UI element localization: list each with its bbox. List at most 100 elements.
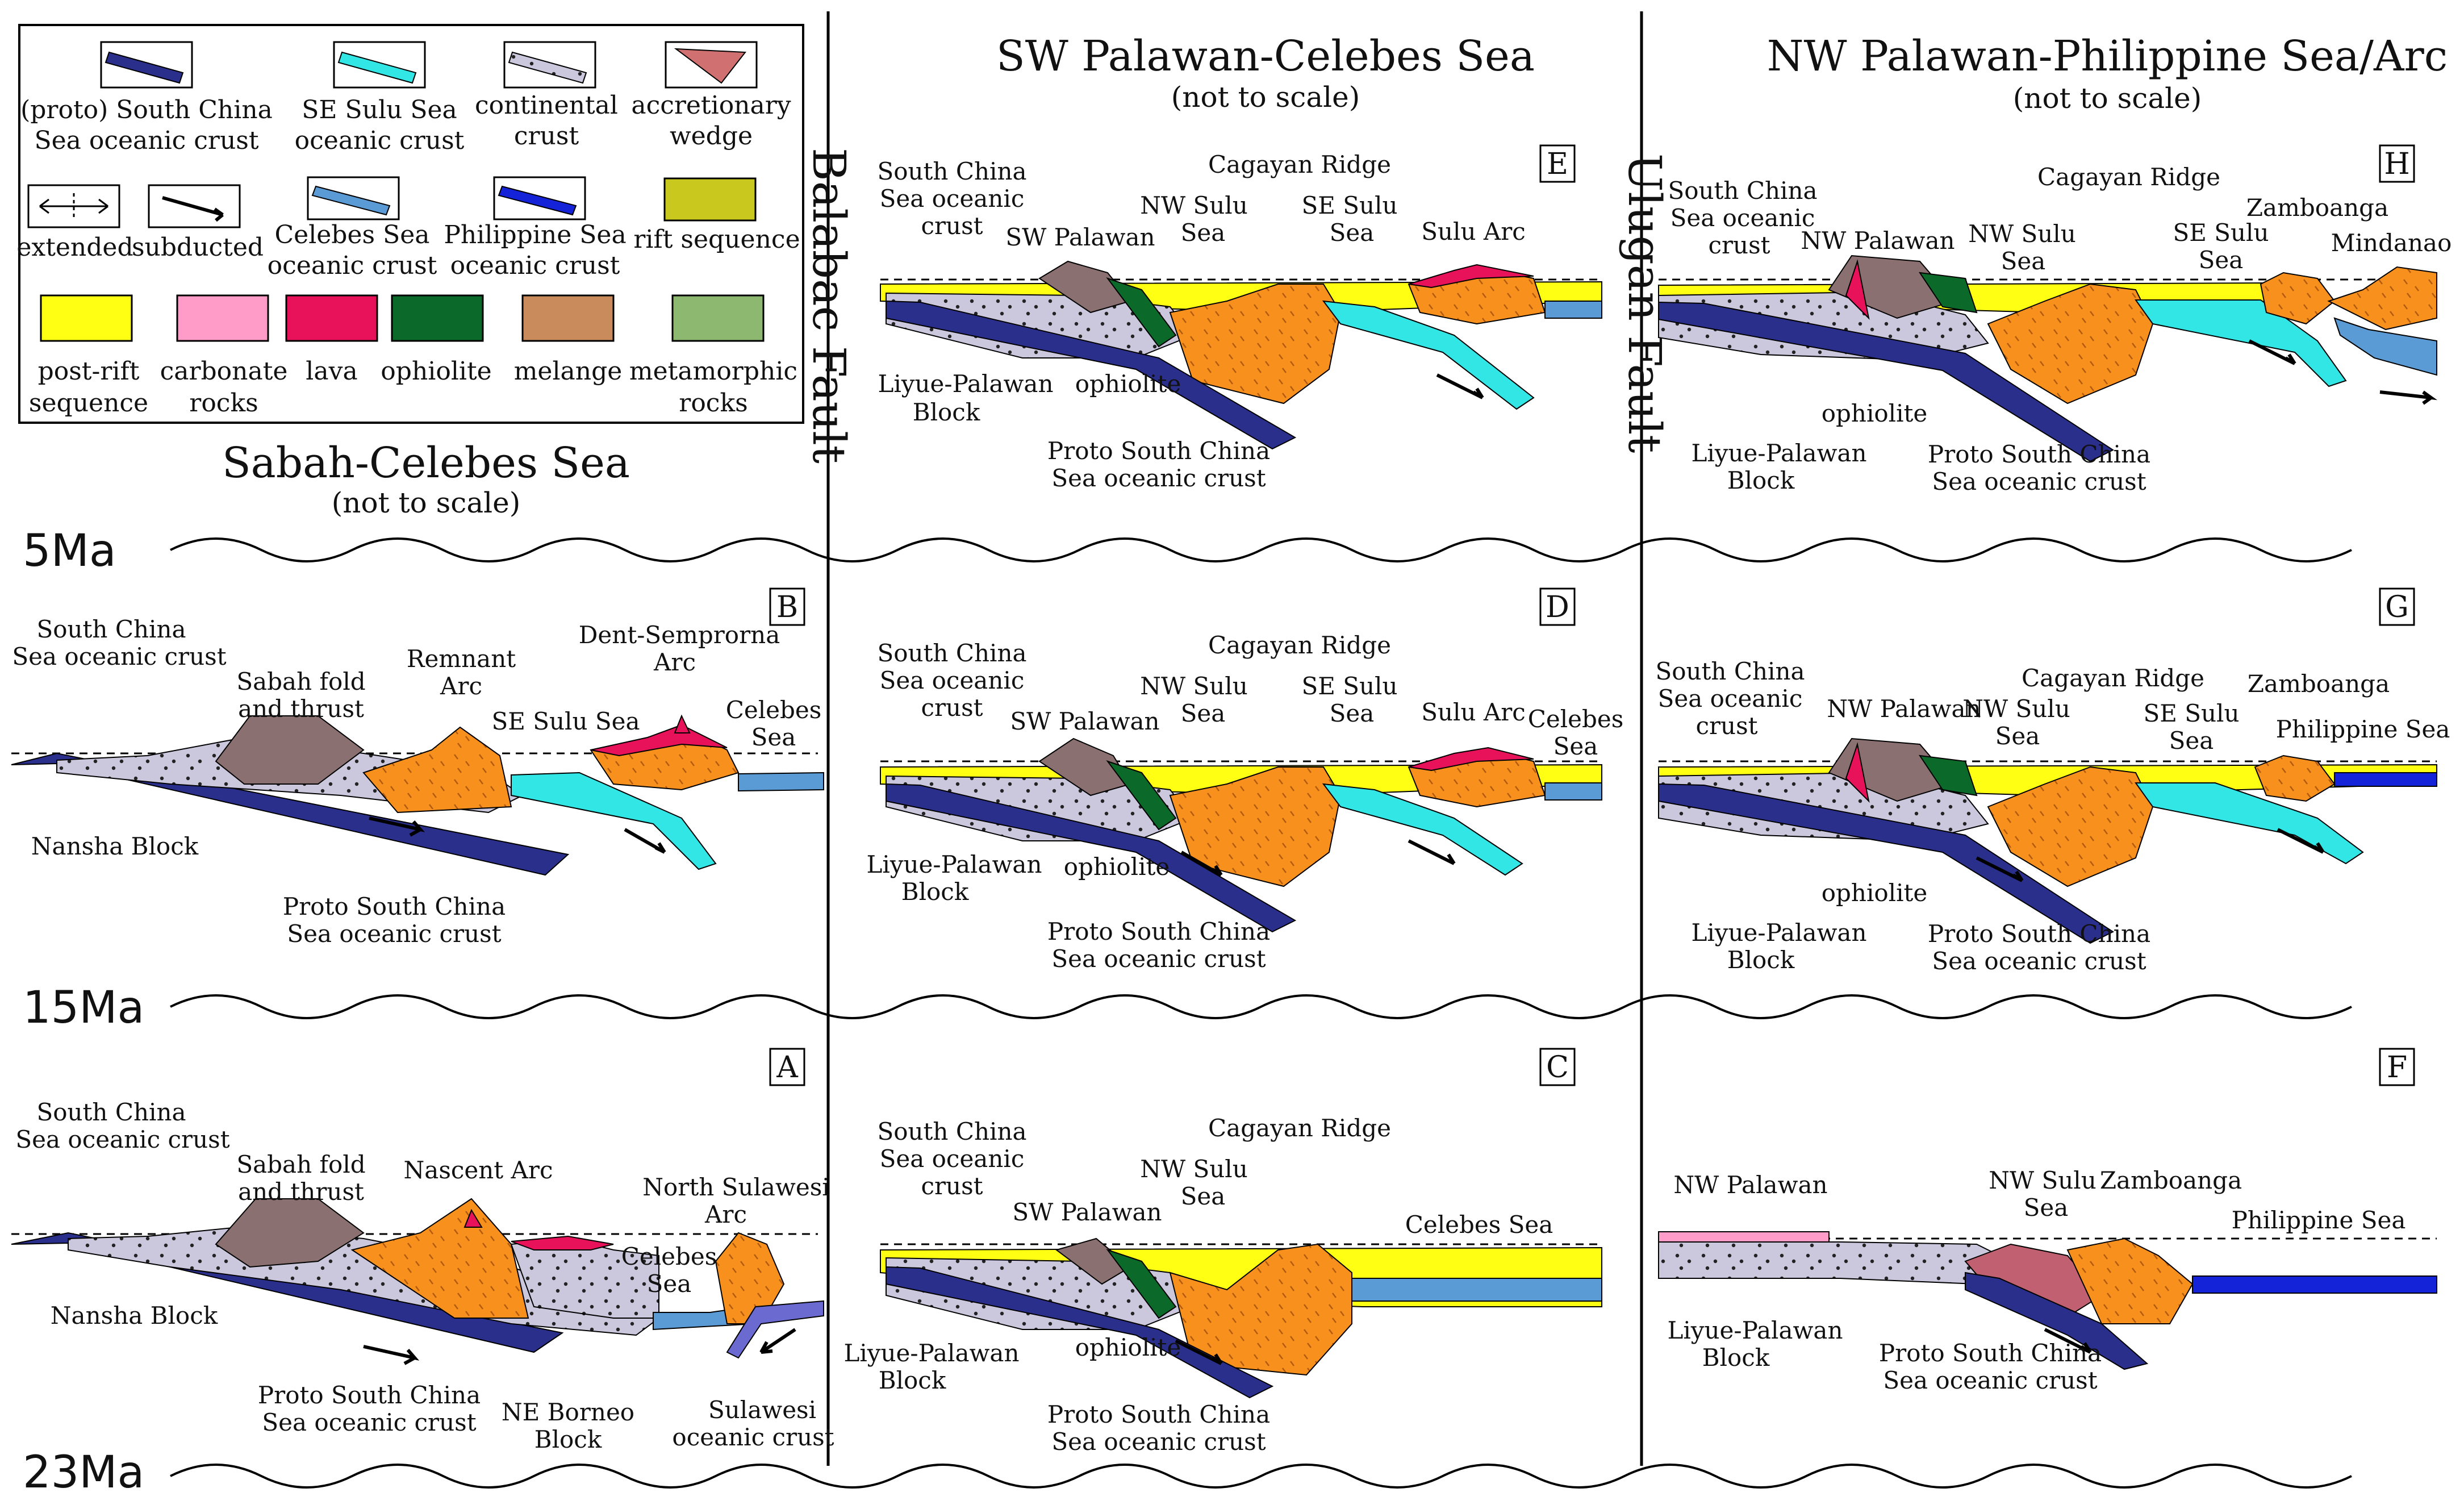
legend-swatch-ophiolite bbox=[391, 294, 484, 342]
label-d-ophiolite: ophiolite bbox=[1064, 853, 1170, 881]
label-f-philippine-sea: Philippine Sea bbox=[2232, 1206, 2406, 1234]
legend-wedge-accretionary bbox=[674, 48, 746, 84]
label-b-nansha-block: Nansha Block bbox=[31, 832, 199, 860]
label-f-block: Block bbox=[1702, 1344, 1770, 1372]
label-e-ophiolite: ophiolite bbox=[1075, 370, 1181, 398]
legend-swatch-lava bbox=[285, 294, 378, 342]
legend: (proto) South China Sea oceanic crust SE… bbox=[16, 24, 804, 424]
label-d-cagayan-ridge: Cagayan Ridge bbox=[1208, 631, 1391, 659]
label-d-sea-oceanic: Sea oceanic bbox=[880, 666, 1025, 694]
label-a-south-china: South China bbox=[36, 1098, 186, 1126]
label-a-proto-sea-oceanic-crust: Sea oceanic crust bbox=[262, 1408, 476, 1436]
legend-slab-philippine bbox=[498, 185, 577, 216]
label-f-nw-palawan: NW Palawan bbox=[1673, 1171, 1827, 1199]
legend-frame bbox=[18, 24, 804, 424]
label-h-cagayan-ridge: Cagayan Ridge bbox=[2037, 163, 2220, 191]
label-a-north-sulawesi: North Sulawesi bbox=[642, 1173, 829, 1201]
legend-label-postrift-1: post-rift bbox=[38, 357, 140, 386]
legend-label-postrift-2: sequence bbox=[29, 389, 148, 418]
label-d-proto-sea-oceanic-crust: Sea oceanic crust bbox=[1051, 945, 1266, 973]
label-h-sea-oceanic: Sea oceanic bbox=[1670, 204, 1815, 232]
label-a-sea: Sea bbox=[647, 1270, 692, 1298]
label-d-celebes-sea: Sea bbox=[1553, 732, 1598, 760]
label-f-nw-sulu: NW Sulu bbox=[1989, 1166, 2097, 1194]
label-d-proto-south-china: Proto South China bbox=[1047, 918, 1270, 945]
label-b-dent-semprorna: Dent-Semprorna bbox=[579, 621, 780, 649]
legend-label-metamorphic-2: rocks bbox=[679, 389, 747, 418]
label-b-sea: Sea bbox=[751, 723, 796, 751]
extended-arrow-icon bbox=[39, 193, 108, 220]
label-g-se-sulu: SE Sulu bbox=[2143, 699, 2239, 727]
label-b-se-sulu-sea: SE Sulu Sea bbox=[491, 707, 640, 735]
label-h-zamboanga: Zamboanga bbox=[2246, 194, 2388, 222]
legend-slab-se-sulu bbox=[337, 51, 417, 84]
legend-label-carbonate-1: carbonate bbox=[160, 357, 288, 386]
label-c-proto-sea-oceanic-crust: Sea oceanic crust bbox=[1051, 1428, 1266, 1456]
label-h-sea: Sea bbox=[2001, 247, 2046, 275]
label-h-nw-palawan: NW Palawan bbox=[1801, 227, 1955, 255]
legend-label-metamorphic-1: metamorphic bbox=[629, 357, 797, 386]
label-h-south-china: South China bbox=[1668, 177, 1817, 205]
label-b-remnant: Remnant bbox=[407, 645, 516, 673]
label-e-cagayan-ridge: Cagayan Ridge bbox=[1208, 151, 1391, 178]
panel-d-cross-section: South China Sea oceanic crust NW Sulu Se… bbox=[866, 631, 1623, 973]
wavy-separator-5ma bbox=[170, 537, 2352, 562]
label-h-mindanao: Mindanao bbox=[2331, 229, 2452, 257]
panel-letter-a: A bbox=[776, 1051, 799, 1085]
label-a-sabah-fold: Sabah fold bbox=[236, 1150, 365, 1178]
label-g-cagayan-ridge: Cagayan Ridge bbox=[2022, 664, 2204, 692]
right-column-subtitle: (not to scale) bbox=[2013, 82, 2202, 115]
label-b-dent-arc: Arc bbox=[653, 648, 696, 676]
label-d-se-sulu: SE Sulu bbox=[1301, 672, 1397, 700]
middle-column-title: SW Palawan-Celebes Sea bbox=[996, 32, 1535, 81]
label-c-ophiolite: ophiolite bbox=[1075, 1333, 1181, 1361]
panel-b-cross-section: South China Sea oceanic crust Sabah fold… bbox=[11, 615, 824, 948]
label-e-liyue-palawan: Liyue-Palawan bbox=[878, 370, 1053, 398]
label-e-proto-sea-oceanic-crust: Sea oceanic crust bbox=[1051, 464, 1266, 492]
label-f-sea: Sea bbox=[2024, 1194, 2069, 1222]
label-g-nw-palawan: NW Palawan bbox=[1827, 695, 1981, 723]
label-g-crust: crust bbox=[1695, 712, 1757, 740]
panel-g-cross-section: South China Sea oceanic crust NW Palawan… bbox=[1655, 657, 2450, 975]
label-e-sea-oceanic: Sea oceanic bbox=[880, 185, 1025, 212]
legend-label-celebes-1: Celebes Sea bbox=[274, 220, 429, 249]
label-f-zamboanga: Zamboanga bbox=[2100, 1166, 2242, 1194]
label-e-proto-south-china: Proto South China bbox=[1047, 437, 1270, 465]
label-d-sea-2: Sea bbox=[1330, 699, 1375, 727]
legend-label-subducted: subducted bbox=[132, 233, 264, 262]
legend-label-celebes-2: oceanic crust bbox=[268, 251, 437, 280]
legend-slab-continental bbox=[508, 51, 587, 84]
label-c-block: Block bbox=[879, 1366, 946, 1394]
label-b-sabah-fold: Sabah fold bbox=[236, 668, 365, 695]
label-a-ne-borneo: NE Borneo bbox=[502, 1398, 634, 1426]
legend-label-carbonate-2: rocks bbox=[189, 389, 258, 418]
label-a-nascent-arc: Nascent Arc bbox=[404, 1156, 553, 1184]
label-b-and-thrust: and thrust bbox=[238, 695, 364, 723]
label-d-liyue-palawan: Liyue-Palawan bbox=[866, 851, 1042, 878]
panel-f-cross-section: NW Palawan NW Sulu Sea Zamboanga Philipp… bbox=[1658, 1166, 2437, 1394]
label-a-nansha-block: Nansha Block bbox=[51, 1302, 218, 1329]
label-e-sulu-arc: Sulu Arc bbox=[1421, 218, 1526, 245]
legend-swatch-metamorphic bbox=[671, 294, 765, 342]
subducted-arrow-icon bbox=[162, 196, 224, 222]
label-c-celebes-sea: Celebes Sea bbox=[1405, 1211, 1553, 1239]
label-a-sea-oceanic-crust: Sea oceanic crust bbox=[15, 1126, 229, 1153]
label-g-philippine-sea: Philippine Sea bbox=[2276, 715, 2450, 743]
legend-label-proto-scs-2: Sea oceanic crust bbox=[34, 126, 258, 155]
label-e-nw-sulu: NW Sulu bbox=[1140, 191, 1248, 219]
label-c-sea-oceanic: Sea oceanic bbox=[880, 1145, 1025, 1173]
label-g-proto-south-china: Proto South China bbox=[1928, 920, 2150, 948]
legend-swatch-postrift bbox=[40, 294, 133, 342]
balabac-fault-label: Balabac Fault bbox=[803, 148, 855, 464]
age-label-5ma: 5Ma bbox=[23, 526, 116, 577]
panel-letter-e: E bbox=[1547, 147, 1568, 181]
label-c-cagayan-ridge: Cagayan Ridge bbox=[1208, 1114, 1391, 1142]
panel-letter-d: D bbox=[1546, 590, 1569, 624]
label-g-block: Block bbox=[1727, 946, 1795, 974]
legend-label-extended: extended bbox=[16, 233, 133, 262]
label-b-arc: Arc bbox=[440, 672, 482, 700]
label-g-proto-sea-oceanic-crust: Sea oceanic crust bbox=[1932, 947, 2146, 975]
label-d-sea: Sea bbox=[1181, 699, 1226, 727]
label-c-sea: Sea bbox=[1181, 1182, 1226, 1210]
